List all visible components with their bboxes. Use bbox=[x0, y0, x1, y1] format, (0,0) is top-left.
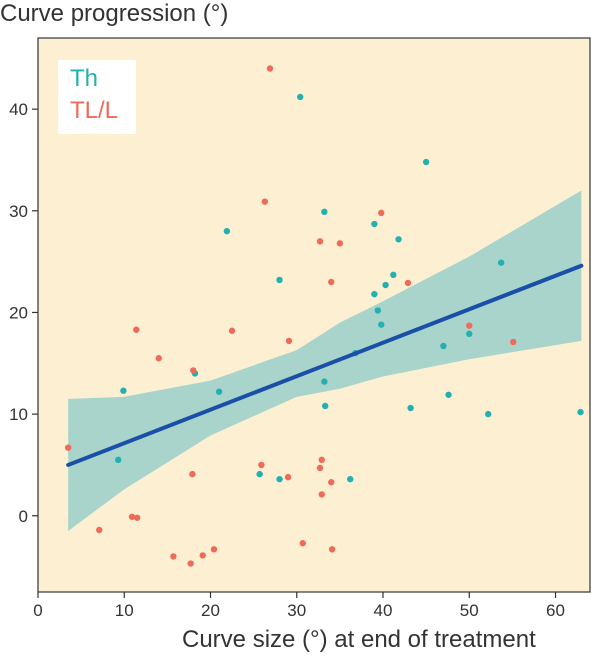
y-tick-label-30: 30 bbox=[9, 202, 28, 221]
data-point-th-26 bbox=[256, 470, 263, 478]
data-point-tl-l-15 bbox=[258, 461, 265, 469]
data-point-th-11 bbox=[374, 307, 382, 314]
data-point-th-4 bbox=[371, 220, 378, 228]
data-point-th-13 bbox=[466, 330, 473, 338]
data-point-th-14 bbox=[440, 342, 447, 350]
data-point-th-9 bbox=[382, 281, 389, 289]
regression-line bbox=[66, 263, 584, 467]
x-tick-label-30: 30 bbox=[287, 601, 306, 620]
data-point-tl-l-13 bbox=[190, 367, 197, 374]
data-point-tl-l-0 bbox=[266, 65, 274, 72]
data-point-th-2 bbox=[321, 208, 328, 216]
data-point-tl-l-30 bbox=[187, 560, 194, 567]
data-point-tl-l-2 bbox=[378, 209, 385, 217]
x-tick-label-50: 50 bbox=[460, 601, 479, 620]
confidence-band bbox=[68, 190, 582, 532]
data-point-th-22 bbox=[407, 404, 414, 412]
data-point-tl-l-12 bbox=[155, 355, 162, 362]
data-point-tl-l-25 bbox=[299, 540, 306, 547]
data-point-tl-l-28 bbox=[170, 553, 177, 560]
legend-entry-th: Th bbox=[70, 65, 98, 92]
data-point-tl-l-10 bbox=[285, 337, 293, 345]
y-tick-label-0: 0 bbox=[19, 507, 28, 526]
data-point-tl-l-3 bbox=[316, 238, 324, 245]
x-tick-label-0: 0 bbox=[33, 601, 42, 620]
data-point-tl-l-20 bbox=[328, 479, 335, 486]
data-point-th-1 bbox=[422, 158, 430, 166]
y-axis-label: Curve progression (°) bbox=[0, 0, 229, 27]
data-point-th-19 bbox=[215, 388, 223, 395]
data-point-tl-l-22 bbox=[128, 513, 136, 520]
data-point-tl-l-8 bbox=[228, 327, 236, 334]
data-point-tl-l-1 bbox=[261, 198, 269, 205]
data-point-th-5 bbox=[395, 236, 402, 243]
legend-entry-tl-l: TL/L bbox=[70, 97, 118, 124]
data-point-th-17 bbox=[321, 378, 328, 385]
data-point-th-10 bbox=[371, 290, 378, 298]
y-tick-label-20: 20 bbox=[9, 303, 28, 322]
data-point-th-20 bbox=[445, 391, 452, 398]
y-tick-label-10: 10 bbox=[9, 405, 28, 424]
data-point-tl-l-21 bbox=[318, 491, 325, 498]
x-tick-label-60: 60 bbox=[546, 601, 565, 620]
legend-box bbox=[58, 60, 136, 134]
data-point-tl-l-11 bbox=[510, 338, 517, 346]
data-point-tl-l-18 bbox=[189, 470, 196, 478]
data-point-tl-l-29 bbox=[199, 552, 206, 559]
x-tick-label-10: 10 bbox=[115, 601, 134, 620]
data-point-th-12 bbox=[378, 321, 385, 328]
data-point-tl-l-23 bbox=[133, 514, 141, 521]
data-point-tl-l-4 bbox=[336, 240, 344, 247]
data-point-tl-l-7 bbox=[133, 326, 140, 333]
data-point-tl-l-16 bbox=[318, 456, 325, 464]
data-point-tl-l-27 bbox=[328, 546, 336, 553]
data-point-tl-l-6 bbox=[404, 279, 412, 287]
x-tick-label-40: 40 bbox=[374, 601, 393, 620]
data-point-tl-l-19 bbox=[284, 473, 292, 481]
data-point-th-18 bbox=[120, 387, 127, 394]
data-point-tl-l-9 bbox=[466, 322, 473, 329]
data-point-th-3 bbox=[223, 227, 231, 235]
x-tick-label-20: 20 bbox=[201, 601, 220, 620]
y-tick-label-40: 40 bbox=[9, 100, 28, 119]
data-point-th-8 bbox=[276, 276, 283, 284]
data-point-th-25 bbox=[115, 456, 122, 464]
data-point-tl-l-5 bbox=[328, 278, 335, 286]
data-point-th-27 bbox=[276, 475, 283, 483]
data-point-th-24 bbox=[485, 410, 492, 418]
data-point-tl-l-14 bbox=[64, 444, 72, 451]
x-axis-label: Curve size (°) at end of treatment bbox=[182, 626, 536, 653]
data-point-th-6 bbox=[497, 259, 505, 266]
plot-frame bbox=[37, 37, 591, 593]
data-point-th-21 bbox=[322, 402, 329, 410]
data-point-th-23 bbox=[577, 408, 584, 416]
data-point-tl-l-24 bbox=[96, 526, 103, 534]
data-point-th-0 bbox=[297, 93, 304, 101]
data-point-tl-l-17 bbox=[316, 464, 324, 472]
data-point-th-28 bbox=[347, 475, 354, 483]
data-point-tl-l-26 bbox=[210, 546, 218, 553]
data-point-th-7 bbox=[390, 271, 397, 279]
